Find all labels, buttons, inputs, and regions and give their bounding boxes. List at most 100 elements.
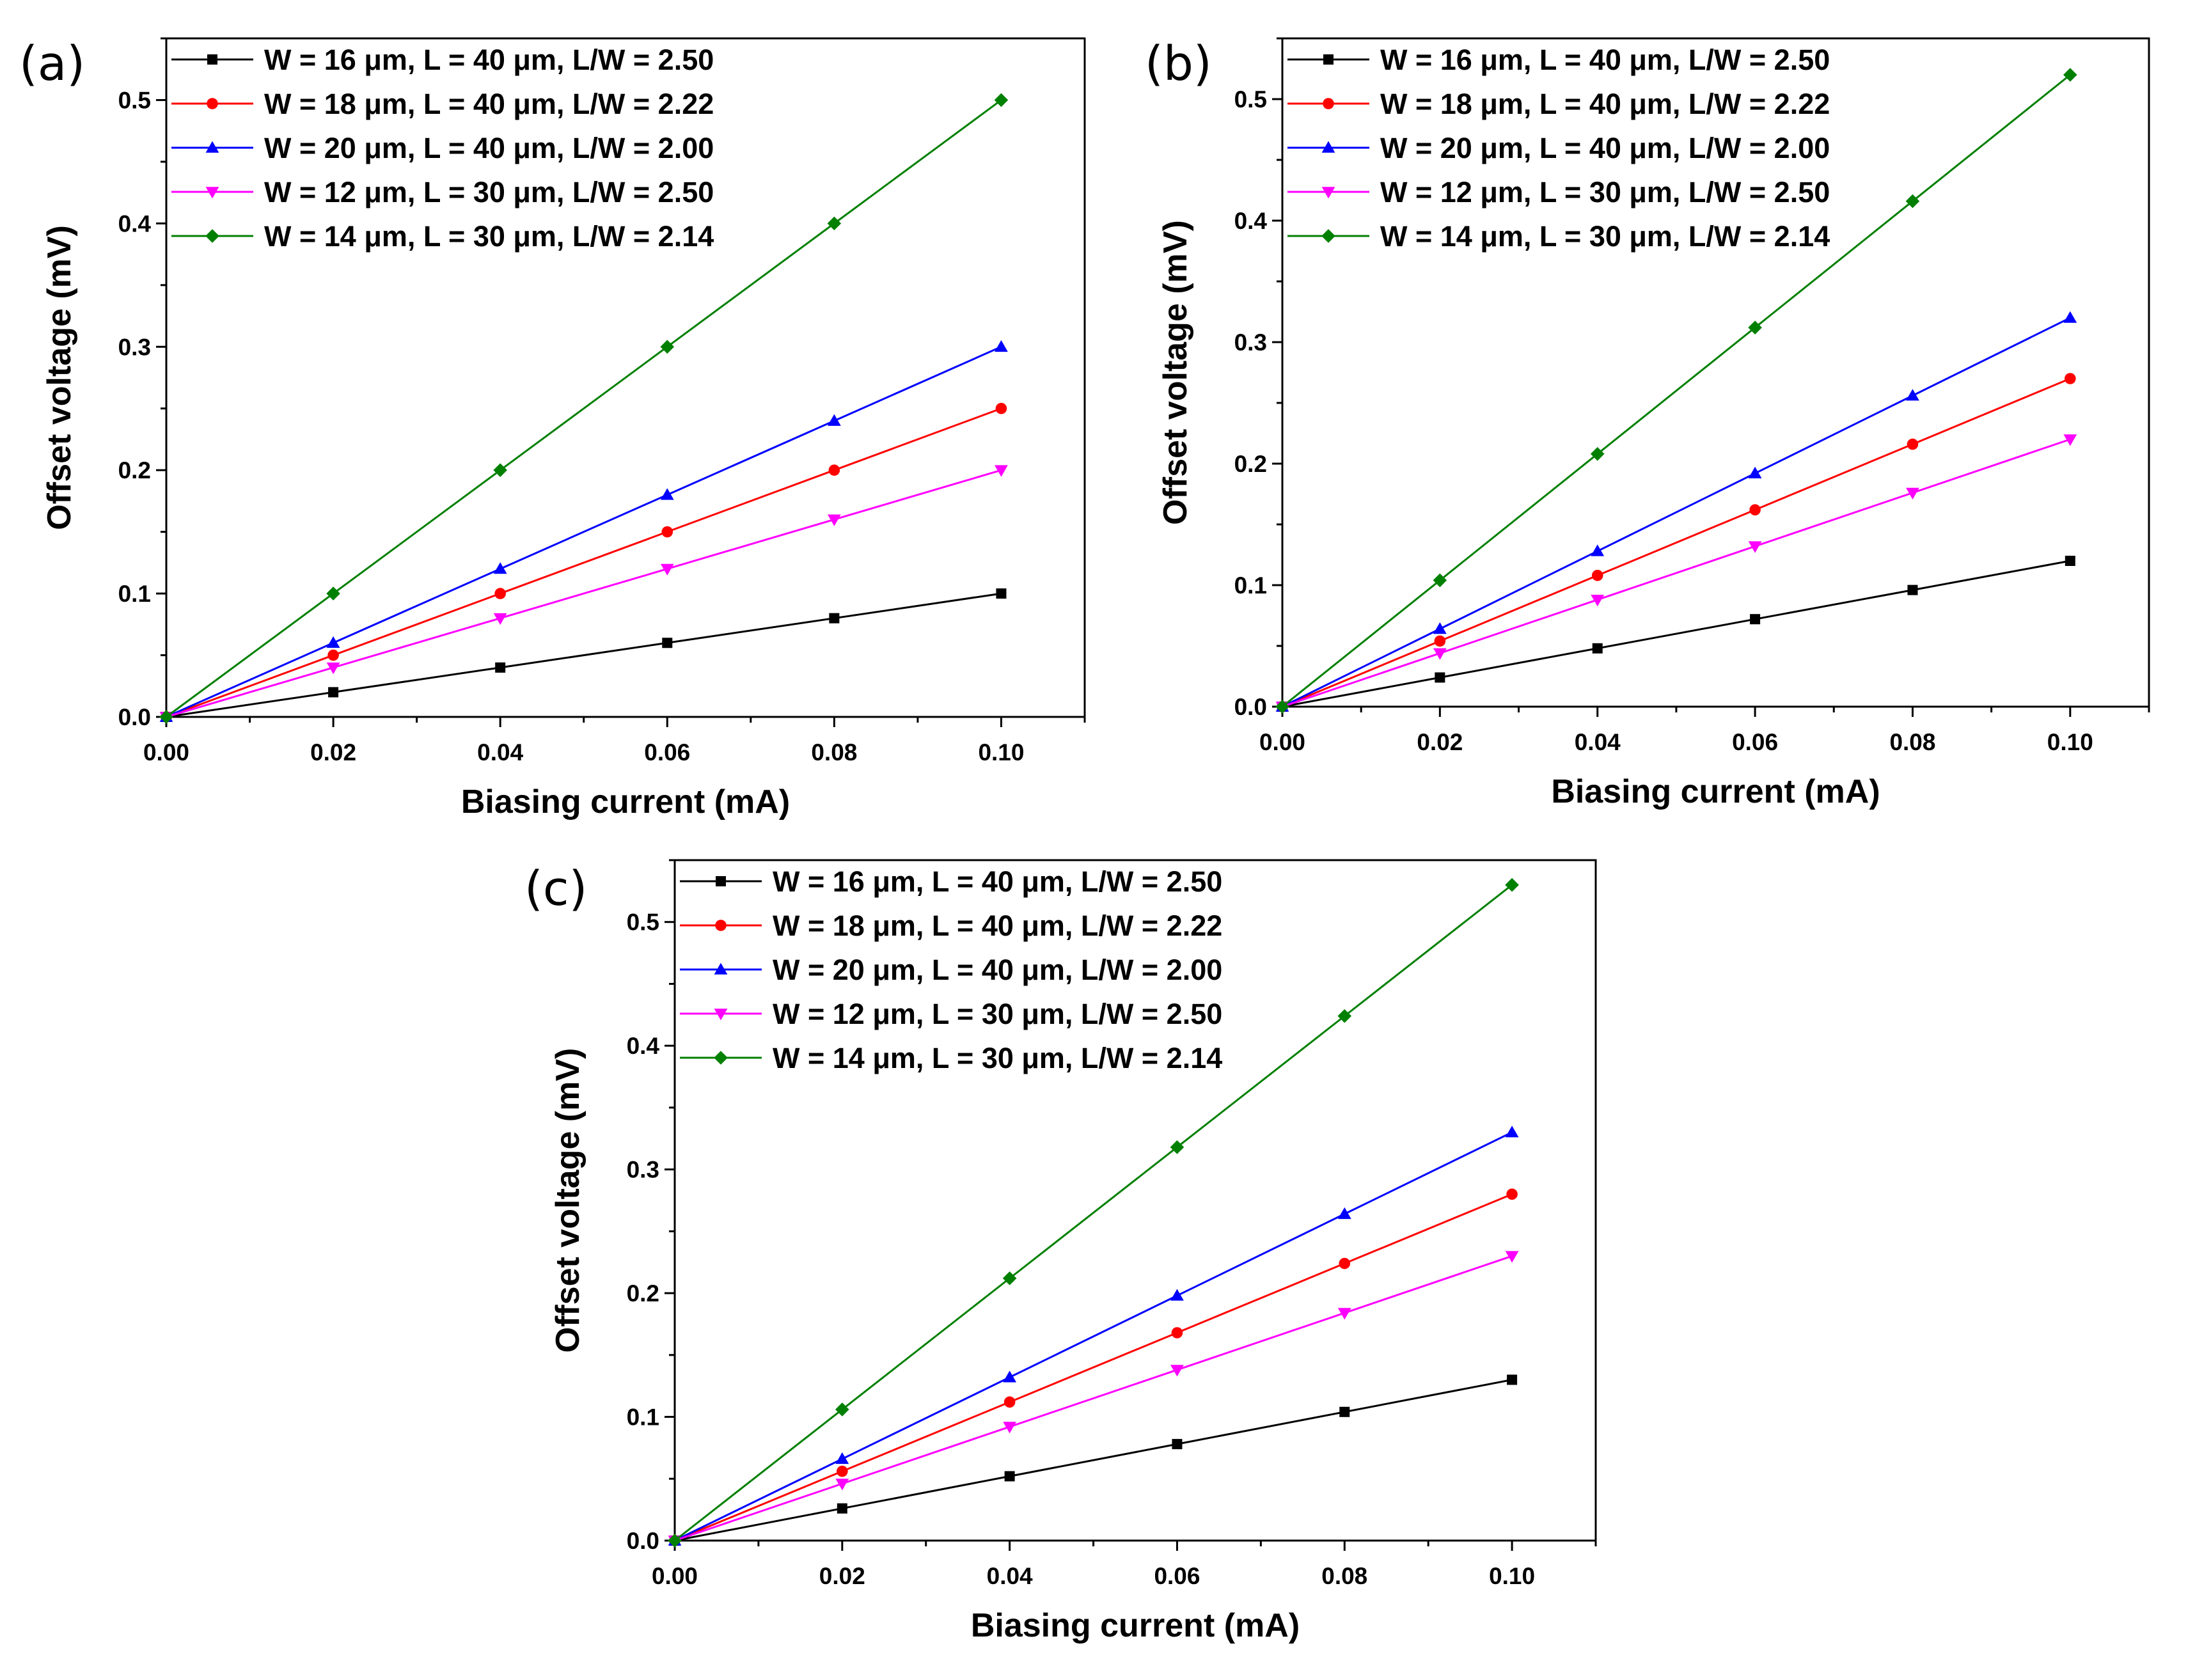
x-tick-label: 0.00 (1259, 729, 1305, 755)
y-tick-label: 0.4 (1234, 208, 1268, 234)
x-axis-title: Biasing current (mA) (971, 1607, 1300, 1644)
data-point (835, 1452, 849, 1464)
x-tick-label: 0.10 (1489, 1563, 1535, 1589)
plot-frame (1281, 37, 2150, 708)
data-point (1002, 1271, 1017, 1285)
data-point (2063, 434, 2077, 446)
data-point (1003, 1370, 1017, 1383)
data-point (835, 1402, 849, 1417)
legend-label: W = 16 μm, L = 40 μm, L/W = 2.50 (1380, 43, 1830, 76)
data-point (995, 340, 1008, 352)
series-line (674, 884, 1513, 1542)
data-point (493, 613, 507, 625)
data-point (1433, 573, 1447, 588)
data-point (495, 662, 506, 673)
series-line (1282, 317, 2071, 708)
x-tick-label: 0.10 (2047, 729, 2093, 755)
x-tick-label: 0.06 (1154, 1563, 1200, 1589)
series-line (166, 407, 1002, 718)
x-tick-label: 0.04 (987, 1563, 1033, 1589)
x-tick-label: 0.10 (978, 739, 1024, 765)
data-point (327, 649, 339, 661)
panel-label: (b) (1145, 36, 1212, 91)
legend-marker (207, 54, 217, 65)
x-axis-title: Biasing current (mA) (1551, 773, 1880, 810)
chart-panel-c: (c) 0.00 0.02 0.04 0.06 0.08 0.10 0.0 0.1 0.2 0.3 0… (524, 859, 1597, 1644)
legend-marker (205, 229, 219, 243)
data-point (1748, 320, 1762, 334)
data-point (995, 465, 1008, 477)
legend-marker (1321, 187, 1335, 199)
y-axis-title: Offset voltage (mV) (1157, 220, 1194, 525)
x-tick-label: 0.02 (1417, 729, 1463, 755)
series-line (674, 1255, 1513, 1542)
series-line (166, 345, 1002, 718)
data-point (1505, 1126, 1519, 1138)
data-point (2065, 373, 2076, 384)
data-point (1591, 595, 1605, 607)
data-point (660, 340, 675, 354)
data-point (661, 526, 673, 538)
data-point (1170, 1289, 1184, 1301)
y-tick-label: 0.1 (1234, 572, 1267, 599)
data-point (1907, 438, 1919, 450)
legend-label: W = 20 μm, L = 40 μm, L/W = 2.00 (773, 954, 1222, 986)
series-line (674, 1193, 1513, 1542)
y-tick-label: 0.3 (627, 1157, 659, 1183)
y-tick-label: 0.3 (118, 334, 151, 360)
data-point (1749, 504, 1761, 515)
legend-label: W = 12 μm, L = 30 μm, L/W = 2.50 (264, 176, 714, 208)
data-point (1592, 643, 1603, 654)
y-tick-label: 0.5 (627, 909, 659, 936)
legend-marker (1323, 54, 1334, 65)
data-point (660, 488, 674, 500)
data-point (835, 1479, 849, 1491)
series-line (166, 99, 1002, 718)
legend-marker (1323, 98, 1334, 109)
x-tick-label: 0.04 (477, 739, 523, 765)
data-point (494, 588, 506, 599)
x-tick-label: 0.00 (143, 739, 189, 765)
data-point (1433, 648, 1447, 660)
data-point (2063, 68, 2077, 82)
x-tick-label: 0.08 (811, 739, 857, 765)
legend-label: W = 12 μm, L = 30 μm, L/W = 2.50 (773, 998, 1222, 1030)
data-point (837, 1503, 847, 1514)
legend-marker (1321, 229, 1335, 243)
legend-label: W = 18 μm, L = 40 μm, L/W = 2.22 (264, 88, 714, 120)
legend-marker (716, 876, 726, 886)
data-point (1339, 1406, 1350, 1417)
data-point (1750, 614, 1761, 625)
y-axis-title: Offset voltage (mV) (41, 225, 78, 530)
data-point (1434, 635, 1446, 647)
data-point (1505, 1251, 1519, 1263)
data-point (1172, 1439, 1183, 1450)
legend-label: W = 16 μm, L = 40 μm, L/W = 2.50 (773, 865, 1222, 898)
legend-label: W = 14 μm, L = 30 μm, L/W = 2.14 (1380, 220, 1830, 253)
x-tick-label: 0.02 (819, 1563, 865, 1589)
data-point (1748, 541, 1762, 553)
data-point (829, 613, 840, 624)
data-point (1003, 1422, 1017, 1434)
legend-marker (1321, 141, 1335, 153)
panel-label: (a) (19, 36, 85, 91)
data-point (1004, 1471, 1015, 1482)
data-point (1337, 1207, 1351, 1220)
x-tick-label: 0.06 (644, 739, 690, 765)
plot-frame (673, 859, 1597, 1542)
y-tick-label: 0.0 (1234, 694, 1267, 720)
legend-marker (205, 141, 219, 153)
legend-marker (207, 98, 218, 109)
series-line (1282, 438, 2071, 708)
y-tick-label: 0.1 (118, 581, 151, 607)
x-tick-label: 0.08 (1321, 1563, 1367, 1589)
legend-label: W = 20 μm, L = 40 μm, L/W = 2.00 (264, 132, 714, 164)
data-point (1906, 487, 1919, 499)
data-point (1337, 1308, 1351, 1320)
data-point (1275, 700, 1289, 714)
x-tick-label: 0.04 (1575, 729, 1621, 755)
y-tick-label: 0.5 (1234, 86, 1267, 113)
legend-label: W = 20 μm, L = 40 μm, L/W = 2.00 (1380, 132, 1830, 164)
series-line (1282, 377, 2071, 708)
